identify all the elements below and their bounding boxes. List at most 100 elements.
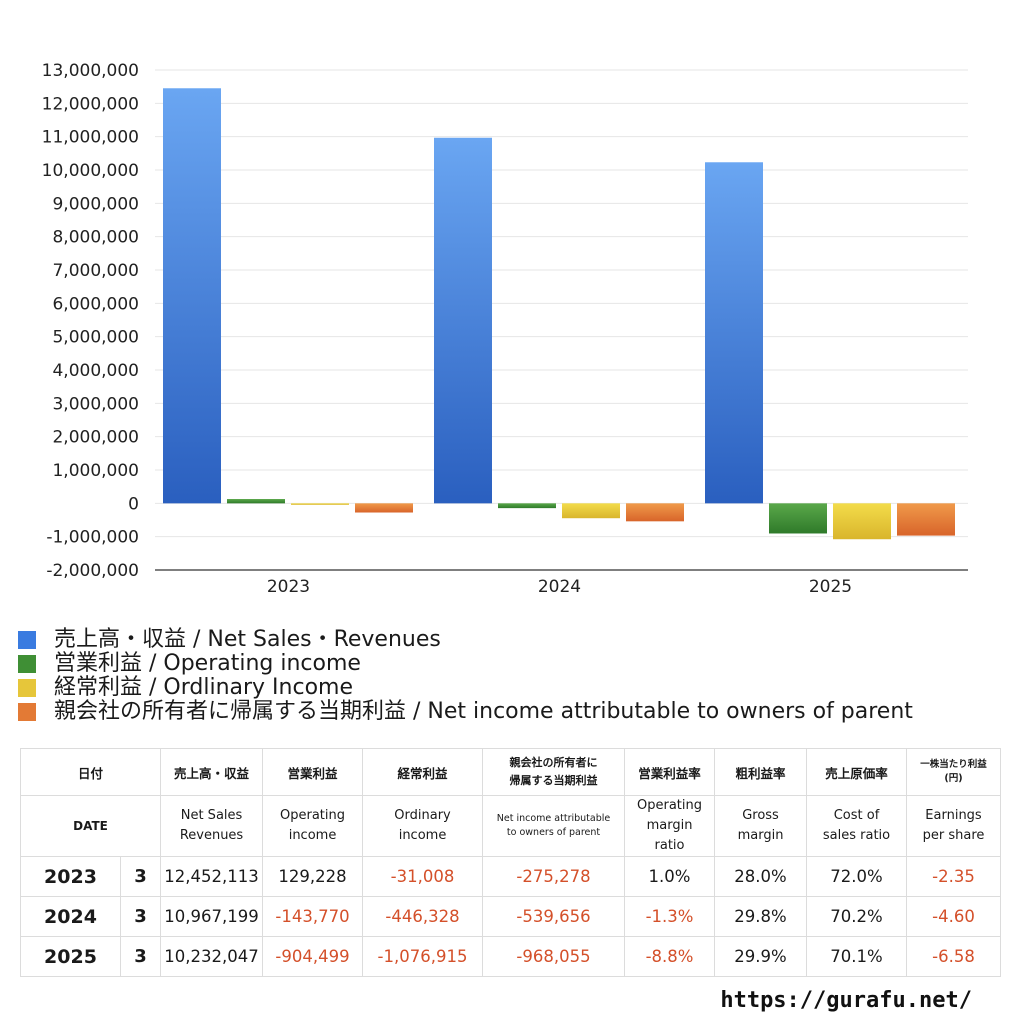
y-tick-label: -1,000,000 <box>46 528 139 548</box>
legend-label-ordinary-income: 経常利益 / Ordlinary Income <box>54 675 353 700</box>
legend-item-net-income: 親会社の所有者に帰属する当期利益 / Net income attributab… <box>18 700 913 724</box>
header-cost-ratio-en-line1: Cost of <box>833 808 880 823</box>
header-net-income-ja-line1: 親会社の所有者に <box>509 756 598 769</box>
bar-operating-income-2025 <box>769 503 827 534</box>
header-date-en: DATE <box>19 795 162 857</box>
bar-net-sales-2024 <box>434 137 492 504</box>
bar-ordinary-income-2023 <box>291 503 349 505</box>
header-gross-margin-en: Gross margin <box>714 795 808 857</box>
cell-cost-ratio: 70.1% <box>806 936 908 977</box>
grid-lines <box>155 69 968 571</box>
bar-net-income-2025 <box>897 503 955 536</box>
header-ordinary-income-en: Ordinary income <box>362 795 484 857</box>
header-date-ja: 日付 <box>19 748 162 796</box>
header-ordinary-income-en-line2: income <box>398 828 447 843</box>
header-net-income-ja: 親会社の所有者に 帰属する当期利益 <box>482 748 626 796</box>
row-month: 3 <box>119 896 162 937</box>
cell-op-margin: -1.3% <box>624 896 716 937</box>
y-tick-label: 0 <box>128 494 139 514</box>
bar-chart: -2,000,000 -1,000,000 0 1,000,000 2,000,000 3… <box>42 61 968 597</box>
cell-cost-ratio: 70.2% <box>806 896 908 937</box>
row-year: 2025 <box>20 936 121 977</box>
header-row-en: DATE Net Sales Revenues Operating income… <box>19 795 1002 857</box>
header-operating-income-en-line2: income <box>288 828 337 843</box>
legend-item-operating-income: 営業利益 / Operating income <box>18 652 913 676</box>
legend-item-net-sales: 売上高・収益 / Net Sales・Revenues <box>18 628 913 652</box>
y-tick-label: 7,000,000 <box>52 261 139 281</box>
site-url[interactable]: https://gurafu.net/ <box>720 988 972 1013</box>
header-gross-margin-en-line1: Gross <box>742 808 779 823</box>
cell-operating-income: -904,499 <box>262 936 364 977</box>
header-operating-income-en-line1: Operating <box>280 808 346 823</box>
cell-net-income: -275,278 <box>482 856 626 897</box>
table-row: 2025 3 10,232,047 -904,499 -1,076,915 -9… <box>20 936 1002 977</box>
y-tick-label: 3,000,000 <box>52 394 139 414</box>
y-tick-label: 1,000,000 <box>52 461 139 481</box>
header-net-sales-en: Net Sales Revenues <box>160 795 264 857</box>
legend-swatch-net-sales <box>18 631 36 649</box>
header-net-income-en-line2: to owners of parent <box>506 827 601 838</box>
cell-eps: -2.35 <box>906 856 1002 897</box>
y-tick-label: 5,000,000 <box>52 328 139 348</box>
bar-operating-income-2023 <box>227 499 285 504</box>
header-op-margin-en: Operating margin ratio <box>624 795 716 857</box>
header-net-income-en-line1: Net income attributable <box>496 813 611 824</box>
financial-table: 日付 売上高・収益 営業利益 経常利益 親会社の所有者に 帰属する当期利益 営業… <box>19 748 1002 977</box>
header-net-sales-ja: 売上高・収益 <box>160 748 264 796</box>
cell-cost-ratio: 72.0% <box>806 856 908 897</box>
legend-swatch-operating-income <box>18 655 36 673</box>
header-operating-income-en: Operating income <box>262 795 364 857</box>
cell-ordinary-income: -31,008 <box>362 856 484 897</box>
header-eps-en-line1: Earnings <box>925 808 982 823</box>
bar-net-income-2023 <box>355 503 413 513</box>
header-cost-ratio-ja: 売上原価率 <box>806 748 908 796</box>
row-month: 3 <box>119 936 162 977</box>
y-tick-label: -2,000,000 <box>46 561 139 581</box>
cell-ordinary-income: -446,328 <box>362 896 484 937</box>
header-ordinary-income-ja: 経常利益 <box>362 748 484 796</box>
cell-gross-margin: 28.0% <box>714 856 808 897</box>
legend-label-net-income: 親会社の所有者に帰属する当期利益 / Net income attributab… <box>54 699 913 724</box>
bar-net-sales-2023 <box>163 88 221 504</box>
row-year: 2024 <box>20 896 121 937</box>
bars <box>163 88 955 540</box>
legend-label-net-sales: 売上高・収益 / Net Sales・Revenues <box>54 627 441 652</box>
x-tick-label: 2024 <box>538 577 581 597</box>
cell-net-sales: 12,452,113 <box>160 856 264 897</box>
header-op-margin-en-line3: ratio <box>654 838 685 853</box>
cell-op-margin: 1.0% <box>624 856 716 897</box>
header-operating-income-ja: 営業利益 <box>262 748 364 796</box>
header-op-margin-en-line2: margin <box>646 818 693 833</box>
y-tick-label: 11,000,000 <box>42 128 139 148</box>
cell-operating-income: 129,228 <box>262 856 364 897</box>
header-cost-ratio-en: Cost of sales ratio <box>806 795 908 857</box>
header-eps-en-line2: per share <box>922 828 985 843</box>
bar-net-income-2024 <box>626 503 684 522</box>
x-tick-label: 2023 <box>267 577 310 597</box>
header-gross-margin-ja: 粗利益率 <box>714 748 808 796</box>
row-month: 3 <box>119 856 162 897</box>
header-eps-en: Earnings per share <box>906 795 1002 857</box>
cell-net-sales: 10,967,199 <box>160 896 264 937</box>
cell-gross-margin: 29.8% <box>714 896 808 937</box>
y-tick-label: 6,000,000 <box>52 294 139 314</box>
y-axis-ticks: -2,000,000 -1,000,000 0 1,000,000 2,000,000 3… <box>42 61 139 581</box>
cell-operating-income: -143,770 <box>262 896 364 937</box>
header-ordinary-income-en-line1: Ordinary <box>394 808 451 823</box>
bar-net-sales-2025 <box>705 162 763 504</box>
y-tick-label: 9,000,000 <box>52 194 139 214</box>
y-tick-label: 2,000,000 <box>52 428 139 448</box>
legend-label-operating-income: 営業利益 / Operating income <box>54 651 361 676</box>
header-net-sales-en-line1: Net Sales <box>180 808 243 823</box>
row-year: 2023 <box>20 856 121 897</box>
bar-ordinary-income-2025 <box>833 503 891 540</box>
legend: 売上高・収益 / Net Sales・Revenues 営業利益 / Opera… <box>18 628 913 724</box>
bar-ordinary-income-2024 <box>562 503 620 519</box>
bar-operating-income-2024 <box>498 503 556 509</box>
cell-ordinary-income: -1,076,915 <box>362 936 484 977</box>
header-gross-margin-en-line2: margin <box>737 828 784 843</box>
header-eps-ja: 一株当たり利益 (円) <box>906 748 1002 796</box>
cell-net-income: -539,656 <box>482 896 626 937</box>
legend-swatch-ordinary-income <box>18 679 36 697</box>
header-eps-ja-line1: 一株当たり利益 <box>920 759 987 770</box>
